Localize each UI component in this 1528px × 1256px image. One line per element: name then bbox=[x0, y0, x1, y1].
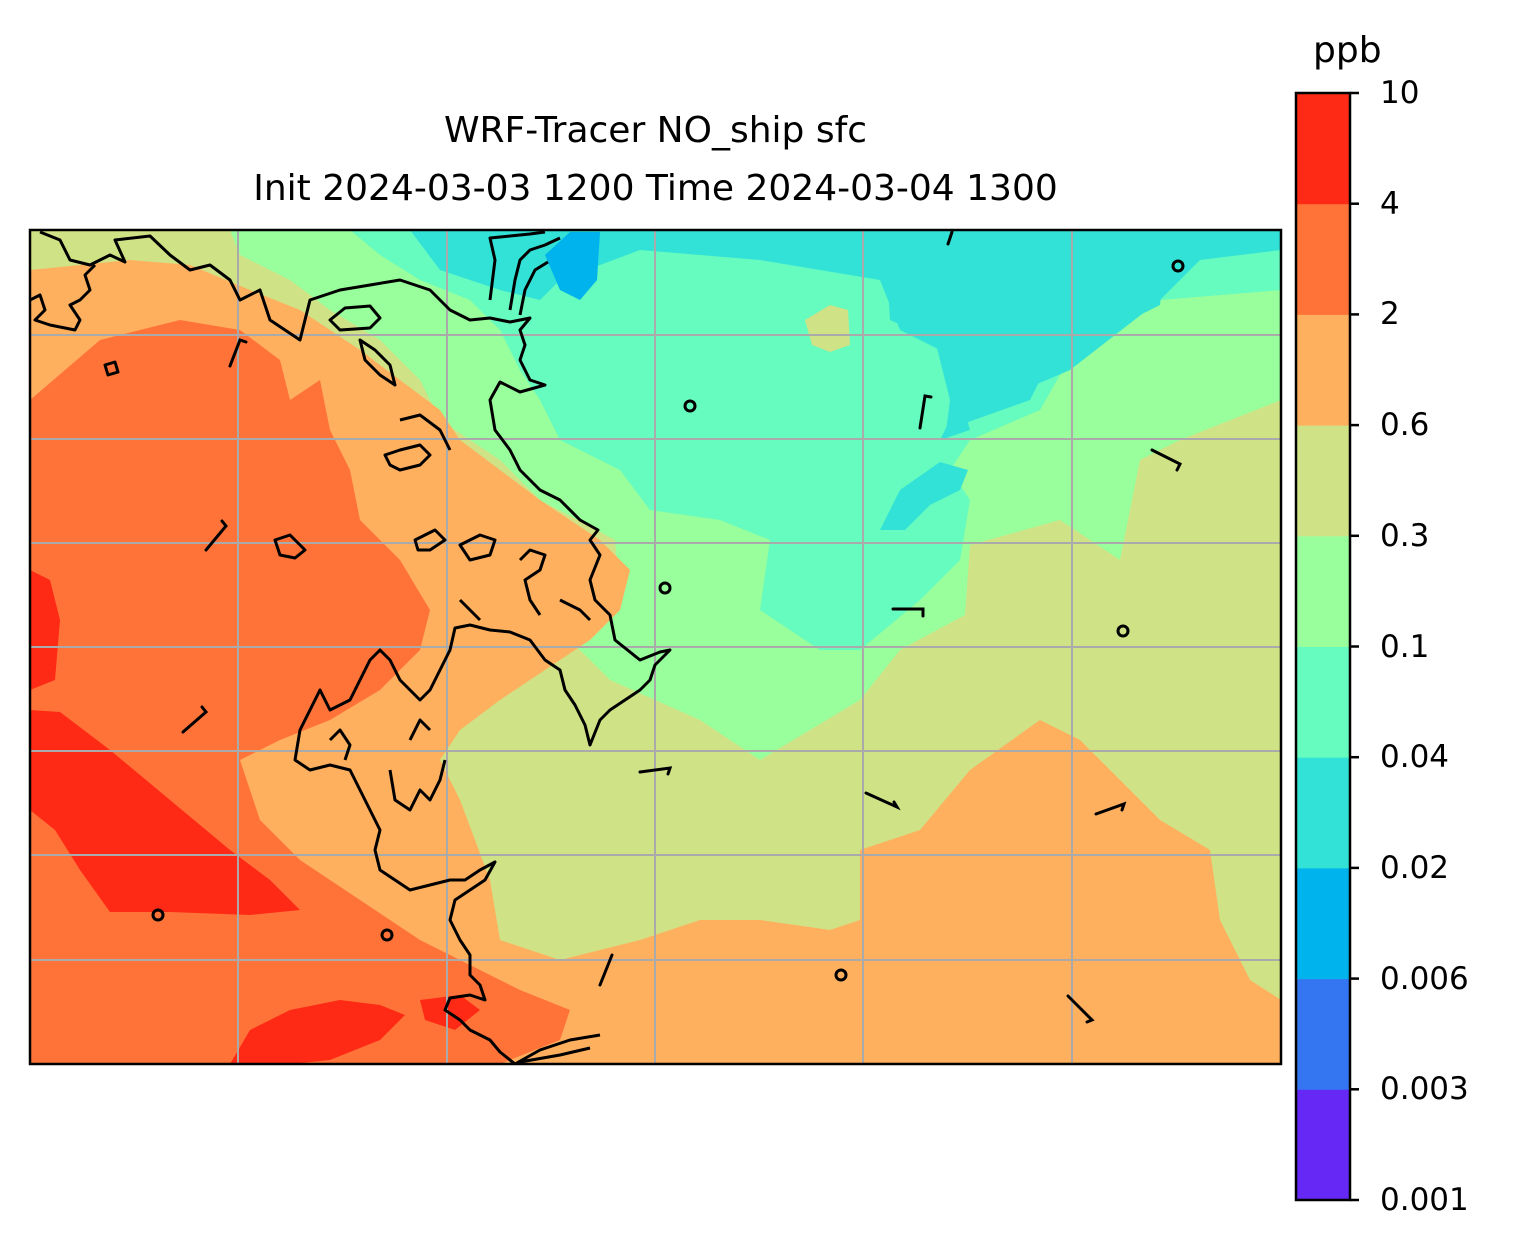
colorbar-tick-label: 0.006 bbox=[1380, 960, 1469, 997]
colorbar-segment bbox=[1296, 425, 1350, 537]
colorbar-tick-label: 0.04 bbox=[1380, 739, 1450, 776]
coastline-island-5 bbox=[458, 533, 497, 562]
calm-wind-circle bbox=[834, 968, 848, 982]
coastline-island-4 bbox=[413, 528, 447, 552]
coastline-island-3 bbox=[383, 443, 432, 472]
wind-barb bbox=[638, 766, 673, 776]
calm-wind-circle bbox=[151, 908, 165, 922]
colorbar-tick-label: 0.1 bbox=[1380, 628, 1430, 665]
colorbar-segment bbox=[1296, 978, 1350, 1090]
coastline-island-1 bbox=[328, 304, 382, 332]
colorbar-tick-label: 0.6 bbox=[1380, 407, 1430, 444]
plot-title-line-2: Init 2024-03-03 1200 Time 2024-03-04 130… bbox=[253, 168, 1058, 209]
coastline-fjords bbox=[328, 413, 592, 812]
wind-barb bbox=[1150, 448, 1183, 472]
coastline-main bbox=[39, 230, 672, 1064]
wind-barb bbox=[946, 230, 954, 246]
coastline-south-bay bbox=[514, 1033, 601, 1064]
contour-band-0.006-0.02 bbox=[545, 232, 600, 300]
concentration-map bbox=[30, 230, 1281, 1064]
wind-barb bbox=[228, 338, 248, 368]
wind-barb bbox=[1094, 801, 1127, 816]
coastline-island-7 bbox=[103, 360, 120, 377]
contour-band-4-10-west-edge bbox=[30, 570, 60, 690]
colorbar-tick-label: 0.02 bbox=[1380, 849, 1450, 886]
colorbar-tick-label: 4 bbox=[1380, 185, 1400, 222]
wind-barb bbox=[864, 791, 901, 811]
calm-wind-circle bbox=[380, 928, 394, 942]
calm-wind-circle bbox=[658, 581, 672, 595]
colorbar-segment bbox=[1296, 867, 1350, 980]
coastlines bbox=[30, 230, 672, 1064]
colorbar-segment bbox=[1296, 1089, 1350, 1201]
colorbar-tick-label: 0.003 bbox=[1380, 1071, 1469, 1108]
colorbar-tick-label: 2 bbox=[1380, 296, 1400, 333]
colorbar-segment bbox=[1296, 203, 1350, 315]
colorbar bbox=[1294, 91, 1359, 1202]
colorbar-tick-label: 0.001 bbox=[1380, 1182, 1469, 1218]
wind-barb bbox=[204, 519, 228, 552]
colorbar-segment bbox=[1296, 646, 1350, 758]
colorbar-tick-label: 10 bbox=[1380, 75, 1420, 111]
wind-barb bbox=[1066, 994, 1095, 1024]
map-frame bbox=[28, 228, 1283, 1066]
wind-barb bbox=[598, 953, 614, 987]
wind-barb bbox=[181, 705, 209, 734]
wind-barbs bbox=[151, 230, 1185, 1024]
colorbar-segment bbox=[1296, 314, 1350, 426]
colorbar-segment bbox=[1296, 535, 1350, 647]
coastline-inlet-1 bbox=[30, 263, 97, 332]
calm-wind-circle bbox=[1116, 624, 1130, 638]
contour-band-4-10-southwest bbox=[30, 710, 300, 915]
contour-band-0.02-0.04-blob bbox=[880, 462, 968, 530]
wind-barb bbox=[918, 394, 933, 430]
colorbar-tick-label: 0.3 bbox=[1380, 517, 1430, 554]
colorbar-segment bbox=[1296, 757, 1350, 869]
coastline-island-6 bbox=[273, 533, 307, 560]
wind-barb bbox=[891, 607, 925, 618]
map-gridlines bbox=[30, 230, 1281, 1064]
contour-band-0.3-0.6-island bbox=[805, 305, 850, 352]
coastline-island-2 bbox=[358, 338, 397, 387]
plot-title-line-1: WRF-Tracer NO_ship sfc bbox=[443, 110, 868, 151]
calm-wind-circle bbox=[683, 399, 697, 413]
colorbar-unit-label: ppb bbox=[1313, 30, 1382, 71]
coastline-north-bay bbox=[488, 230, 561, 316]
contour-band-4-10-south bbox=[230, 1000, 405, 1064]
colorbar-segment bbox=[1296, 93, 1350, 205]
calm-wind-circle bbox=[1171, 259, 1185, 273]
